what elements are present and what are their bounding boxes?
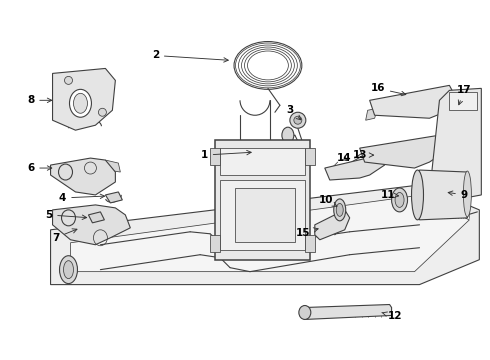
Text: 14: 14 bbox=[337, 153, 351, 163]
Text: 1: 1 bbox=[200, 150, 251, 160]
Polygon shape bbox=[50, 185, 479, 285]
Text: 16: 16 bbox=[370, 84, 406, 96]
Polygon shape bbox=[305, 148, 315, 165]
Ellipse shape bbox=[98, 108, 106, 116]
Polygon shape bbox=[52, 68, 115, 130]
Ellipse shape bbox=[294, 116, 302, 124]
Ellipse shape bbox=[392, 188, 408, 212]
Polygon shape bbox=[105, 160, 121, 172]
Polygon shape bbox=[325, 155, 385, 180]
Polygon shape bbox=[366, 108, 378, 120]
Text: 13: 13 bbox=[352, 150, 373, 160]
Text: 12: 12 bbox=[382, 311, 402, 321]
Ellipse shape bbox=[290, 112, 306, 128]
Polygon shape bbox=[415, 170, 469, 220]
Ellipse shape bbox=[65, 76, 73, 84]
Polygon shape bbox=[210, 148, 220, 165]
Ellipse shape bbox=[282, 127, 294, 143]
Ellipse shape bbox=[64, 261, 74, 279]
Ellipse shape bbox=[70, 89, 92, 117]
Text: 5: 5 bbox=[45, 210, 87, 220]
Polygon shape bbox=[50, 158, 115, 195]
Polygon shape bbox=[315, 210, 350, 240]
Text: 15: 15 bbox=[295, 228, 318, 238]
Text: 6: 6 bbox=[27, 163, 52, 173]
Polygon shape bbox=[71, 196, 469, 272]
Polygon shape bbox=[449, 92, 477, 110]
Polygon shape bbox=[89, 212, 104, 223]
Ellipse shape bbox=[299, 306, 311, 319]
Text: 8: 8 bbox=[27, 95, 52, 105]
Polygon shape bbox=[215, 140, 310, 260]
Ellipse shape bbox=[395, 193, 404, 207]
Text: 11: 11 bbox=[380, 190, 398, 200]
Polygon shape bbox=[52, 205, 130, 245]
Polygon shape bbox=[105, 192, 122, 203]
Text: 10: 10 bbox=[318, 195, 337, 206]
Polygon shape bbox=[305, 235, 315, 252]
Ellipse shape bbox=[59, 256, 77, 284]
Polygon shape bbox=[432, 88, 481, 200]
Ellipse shape bbox=[336, 203, 343, 216]
Polygon shape bbox=[220, 180, 305, 250]
Text: 7: 7 bbox=[52, 229, 77, 243]
Ellipse shape bbox=[464, 171, 471, 217]
Polygon shape bbox=[210, 235, 220, 252]
Ellipse shape bbox=[334, 199, 346, 221]
Polygon shape bbox=[235, 188, 295, 242]
Ellipse shape bbox=[412, 170, 423, 220]
Text: 2: 2 bbox=[151, 50, 228, 62]
Text: 9: 9 bbox=[448, 190, 468, 200]
Polygon shape bbox=[369, 85, 457, 118]
Ellipse shape bbox=[74, 93, 87, 113]
Polygon shape bbox=[445, 100, 460, 124]
Text: 17: 17 bbox=[457, 85, 472, 105]
Polygon shape bbox=[360, 135, 447, 168]
Text: 3: 3 bbox=[286, 105, 301, 120]
Polygon shape bbox=[220, 148, 305, 175]
Text: 4: 4 bbox=[59, 193, 104, 203]
Polygon shape bbox=[303, 305, 392, 319]
